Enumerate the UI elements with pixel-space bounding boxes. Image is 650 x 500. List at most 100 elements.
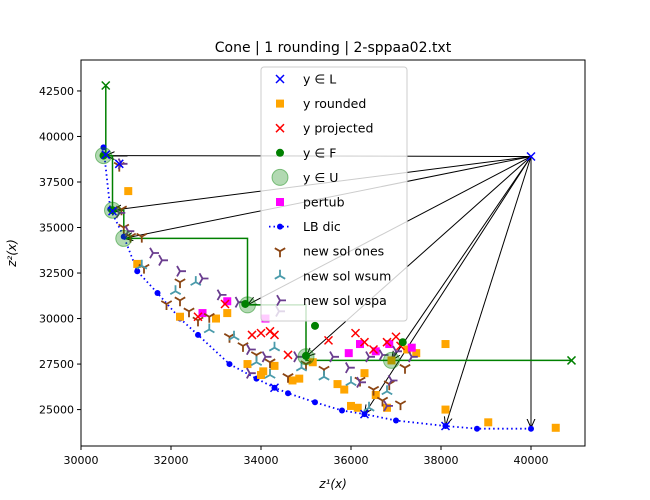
y-projected-point-6 xyxy=(283,350,293,360)
y-tick-label-1: 27500 xyxy=(39,358,74,371)
new-sol-wsum-point-9 xyxy=(363,401,375,412)
new-sol-wspa-point-10 xyxy=(246,367,256,379)
y-projected-point-0 xyxy=(193,312,203,322)
lb-dic-point-11 xyxy=(312,399,318,406)
new-sol-wspa-point-19 xyxy=(383,400,394,412)
y-projected-point-2 xyxy=(247,330,257,340)
y-rounded-point-14 xyxy=(347,401,355,410)
new-sol-wspa-point-6 xyxy=(198,272,209,285)
new-sol-wspa-point-2 xyxy=(124,225,135,237)
lb-dic-point-4 xyxy=(154,290,161,297)
y-lower-point-5-stroke xyxy=(359,409,370,419)
new-sol-wspa-point-22 xyxy=(408,351,418,363)
y-feasible-point-4 xyxy=(302,351,310,360)
pertub-point-0 xyxy=(198,309,207,318)
x-tick-label-3: 36000 xyxy=(334,454,369,467)
y-projected-point-10 xyxy=(368,344,379,355)
y-upper-point-4 xyxy=(297,348,315,366)
x-tick-label-4: 38000 xyxy=(424,454,459,467)
y-projected-point-6-stroke xyxy=(283,350,293,360)
y-rounded-point-21 xyxy=(412,349,421,358)
y-lower-point-3-stroke xyxy=(107,206,118,216)
x-axis-label: z¹(x) xyxy=(318,477,347,491)
y-rounded-point-7 xyxy=(259,367,268,376)
new-sol-ones-point-22 xyxy=(399,363,411,374)
lb-dic-point-3 xyxy=(134,268,141,275)
new-sol-ones-point-14 xyxy=(282,373,294,383)
new-sol-wspa-point-11 xyxy=(261,351,272,363)
pertub-point-4 xyxy=(356,340,364,349)
y-rounded-point-13 xyxy=(340,385,349,394)
green-path-end-1-stroke xyxy=(566,355,577,365)
y-rounded-point-4 xyxy=(223,309,232,318)
new-sol-ones-point-9 xyxy=(203,312,215,323)
new-sol-wsum-point-12 xyxy=(264,369,276,379)
y-lower-point-2-stroke xyxy=(114,159,124,169)
new-sol-wspa-point-18 xyxy=(378,349,389,361)
green-path-end-0-stroke xyxy=(101,80,111,91)
y-rounded-point-25 xyxy=(551,423,560,432)
lb-dic-point-10 xyxy=(285,390,291,397)
legend-entry-yF: y ∈ F xyxy=(276,145,336,160)
legend-label-wspa: new sol wspa xyxy=(303,293,387,308)
new-sol-wsum-point-5 xyxy=(250,356,263,366)
y-projected-point-12-stroke xyxy=(391,332,401,342)
y-lower-point-5 xyxy=(359,409,370,419)
new-sol-wspa-point-5 xyxy=(176,265,187,277)
new-sol-wsum-point-3 xyxy=(203,323,215,334)
new-sol-wspa-point-4 xyxy=(158,254,169,266)
new-sol-wspa-point-17 xyxy=(365,351,376,363)
y-tick-label-6: 40000 xyxy=(39,130,74,143)
x-tick-label-5: 40000 xyxy=(514,454,549,467)
y-rounded-point-8 xyxy=(270,361,279,370)
y-projected-point-7-stroke xyxy=(323,335,334,345)
legend-marker-yproj xyxy=(275,123,285,133)
legend-marker-wspa xyxy=(276,294,286,307)
legend-marker-wsum xyxy=(274,269,286,280)
y-tick-label-5: 37500 xyxy=(39,176,74,189)
legend-entry-lb: LB dic xyxy=(269,219,341,234)
y-rounded-point-20 xyxy=(403,345,412,354)
y-projected-point-7 xyxy=(323,335,334,345)
y-rounded-point-1 xyxy=(133,259,142,268)
legend-box xyxy=(260,66,408,322)
legend-label-lb: LB dic xyxy=(303,219,341,234)
y-projected-point-8-stroke xyxy=(350,328,361,338)
plot-area xyxy=(95,80,577,432)
new-sol-wsum-point-0 xyxy=(136,259,148,270)
y-projected-point-12 xyxy=(391,332,401,342)
lb-dic-point-0 xyxy=(100,144,107,151)
arrow-line-5 xyxy=(365,156,532,415)
legend-entry-ones: new sol ones xyxy=(274,244,384,259)
legend-marker-pertub xyxy=(276,198,284,206)
lb-dic-point-6 xyxy=(195,331,201,338)
y-lower-point-6-stroke xyxy=(440,421,451,431)
new-sol-wspa-point-15 xyxy=(345,362,355,374)
y-upper-point-3 xyxy=(239,296,256,314)
x-axis: 30000 32000 34000 36000 38000 40000 xyxy=(64,446,549,467)
new-sol-wsum-point-10 xyxy=(381,385,393,396)
new-sol-wspa-point-13 xyxy=(293,351,304,363)
legend-label-wsum: new sol wsum xyxy=(303,268,391,283)
y-rounded-point-23 xyxy=(441,340,450,349)
y-rounded-point-24 xyxy=(484,418,493,427)
y-projected-point-0-stroke xyxy=(193,312,203,322)
x-tick-label-1: 32000 xyxy=(154,454,189,467)
new-sol-wsum-point-1 xyxy=(169,285,182,295)
y-rounded-point-5 xyxy=(243,360,252,369)
new-sol-wspa-point-14 xyxy=(329,351,340,363)
new-sol-ones-point-7 xyxy=(183,307,195,318)
legend: y ∈ L y rounded y projected y ∈ F y ∈ U pertu… xyxy=(260,66,408,322)
new-sol-wspa-point-20 xyxy=(387,374,398,387)
new-sol-wsum-point-8 xyxy=(345,376,357,387)
new-sol-ones-point-13 xyxy=(264,358,276,369)
new-sol-ones-point-4 xyxy=(136,232,148,243)
y-lower-point-6 xyxy=(440,421,451,431)
legend-marker-lb xyxy=(277,223,283,230)
lb-dic-line xyxy=(102,147,531,430)
y-upper-point-2 xyxy=(115,229,133,247)
legend-entry-pertub: pertub xyxy=(276,195,345,210)
arrow-line-6 xyxy=(392,156,532,361)
legend-label-pertub: pertub xyxy=(303,195,345,210)
